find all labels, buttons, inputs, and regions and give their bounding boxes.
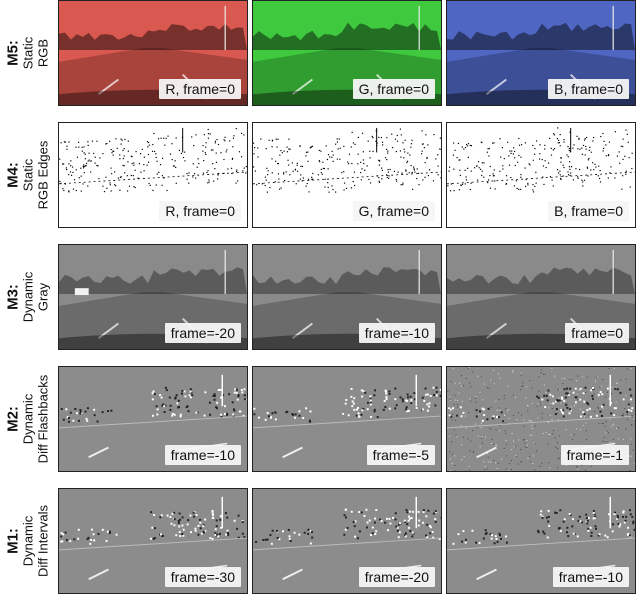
panel-caption: frame=-30: [164, 567, 241, 587]
panel-caption: G, frame=0: [352, 201, 435, 221]
row-desc: Static: [20, 36, 36, 70]
panel-caption: R, frame=0: [159, 79, 241, 99]
row-desc: Static: [20, 158, 36, 192]
image-panel: R, frame=0: [58, 0, 248, 106]
image-panel: frame=-10: [58, 366, 248, 472]
row-label: M2: Dynamic Diff Flashbacks: [0, 366, 56, 472]
panel-caption: B, frame=0: [548, 79, 629, 99]
row-desc: Dynamic: [20, 393, 36, 445]
image-panel: frame=-30: [58, 488, 248, 594]
panel-caption: frame=-5: [366, 445, 435, 465]
row-desc: Dynamic: [20, 515, 36, 567]
row-id: M2:: [4, 406, 22, 432]
panel-caption: frame=0: [565, 323, 629, 343]
row-m1: M1: Dynamic Diff Intervals frame=-30 frame…: [0, 488, 640, 594]
diff-image: [59, 367, 247, 471]
panel-caption: G, frame=0: [352, 79, 435, 99]
row-label: M4: Static RGB Edges: [0, 122, 56, 228]
row-desc2: Diff Flashbacks: [35, 374, 51, 464]
road-image: [253, 1, 441, 105]
image-panel: frame=0: [446, 244, 636, 350]
row-m2: M2: Dynamic Diff Flashbacks frame=-10 fram…: [0, 366, 640, 472]
row-desc2: RGB Edges: [35, 140, 51, 210]
row-id: M1:: [4, 528, 22, 554]
row-label: M3: Dynamic Gray: [0, 244, 56, 350]
row-m3: M3: Dynamic Gray frame=-20 frame=-10 frame…: [0, 244, 640, 350]
row-m4: M4: Static RGB Edges R, frame=0 G, frame=0…: [0, 122, 640, 228]
image-panel: frame=-20: [252, 488, 442, 594]
image-panel: frame=-10: [252, 244, 442, 350]
image-panel: frame=-10: [446, 488, 636, 594]
image-panel: G, frame=0: [252, 122, 442, 228]
image-panel: frame=-1: [446, 366, 636, 472]
row-desc2: RGB: [35, 38, 51, 68]
panel-caption: frame=-20: [164, 323, 241, 343]
panel-caption: frame=-20: [358, 567, 435, 587]
image-panel: B, frame=0: [446, 122, 636, 228]
row-desc: Dynamic: [20, 271, 36, 323]
panel-caption: frame=-1: [560, 445, 629, 465]
panel-caption: frame=-10: [164, 445, 241, 465]
image-panel: B, frame=0: [446, 0, 636, 106]
panel-caption: R, frame=0: [159, 201, 241, 221]
panel-caption: frame=-10: [358, 323, 435, 343]
row-id: M4:: [4, 162, 22, 188]
panel-caption: B, frame=0: [548, 201, 629, 221]
row-desc2: Gray: [35, 282, 51, 312]
row-label: M5: Static RGB: [0, 0, 56, 106]
row-label: M1: Dynamic Diff Intervals: [0, 488, 56, 594]
row-id: M3:: [4, 284, 22, 310]
image-panel: frame=-5: [252, 366, 442, 472]
panel-caption: frame=-10: [552, 567, 629, 587]
image-panel: G, frame=0: [252, 0, 442, 106]
row-m5: M5: Static RGB R, frame=0 G, frame=0 B, fr…: [0, 0, 640, 106]
row-desc2: Diff Intervals: [35, 504, 51, 578]
row-id: M5:: [4, 40, 22, 66]
image-panel: frame=-20: [58, 244, 248, 350]
image-panel: R, frame=0: [58, 122, 248, 228]
